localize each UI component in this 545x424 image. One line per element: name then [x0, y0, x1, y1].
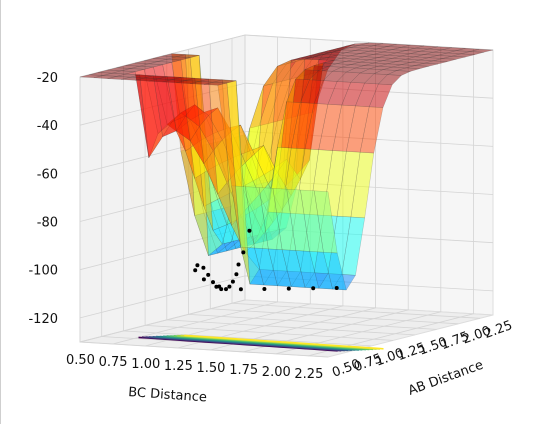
- x-tick-label: 2.25: [294, 367, 323, 382]
- surface-facet: [290, 102, 315, 150]
- energy-surface: [79, 42, 494, 291]
- z-tick-label: -60: [37, 167, 58, 182]
- surface-facet: [268, 248, 292, 287]
- trajectory-point: [211, 280, 215, 285]
- surface-facet: [89, 72, 113, 76]
- x-tick-label: 1.75: [229, 363, 258, 378]
- surface-facet: [470, 48, 494, 53]
- trajectory-point: [238, 287, 243, 292]
- trajectory-point: [247, 228, 252, 233]
- window-edge: [0, 0, 1, 424]
- surface-facet: [130, 65, 154, 70]
- gridline-y: [123, 65, 372, 347]
- trajectory-point: [193, 268, 198, 273]
- x-tick-label: 1.50: [197, 361, 226, 376]
- surface-facet: [116, 65, 140, 69]
- surface-facet: [336, 71, 361, 83]
- x-tick-label: 2.00: [262, 365, 291, 380]
- surface-facet: [346, 67, 370, 74]
- x-axis-label: BC Distance: [128, 385, 208, 405]
- trajectory-point: [286, 286, 291, 291]
- surface-facet: [125, 71, 149, 158]
- surface-facet: [442, 55, 466, 60]
- surface-facet: [313, 80, 338, 105]
- surface-facet: [318, 66, 342, 72]
- surface-facet: [162, 79, 186, 84]
- z-tick-label: -120: [28, 312, 58, 327]
- surface-facet: [341, 64, 365, 69]
- surface-facet: [281, 249, 306, 288]
- surface-facet: [401, 62, 425, 66]
- z-tick-label: -100: [28, 264, 58, 279]
- trajectory-point: [201, 277, 206, 282]
- trajectory-point: [195, 263, 200, 268]
- trajectory-point: [334, 286, 339, 290]
- surface-facet: [176, 80, 200, 84]
- trajectory-point: [311, 286, 316, 291]
- gridline-y: [166, 54, 415, 336]
- trajectory-point: [224, 287, 228, 292]
- y-tick-label: 2.25: [482, 318, 514, 342]
- gridline-y: [144, 60, 394, 341]
- surface-facet: [396, 67, 420, 72]
- trajectory-point: [227, 284, 232, 289]
- z-tick-label: -20: [37, 71, 58, 86]
- surface-facet: [258, 187, 283, 250]
- trajectory-point: [206, 272, 211, 277]
- gridline-y: [79, 77, 329, 358]
- x-tick-label: 1.00: [131, 357, 160, 372]
- trajectory-point: [230, 279, 235, 284]
- surface-facet: [203, 81, 227, 86]
- z-tick-label: -40: [37, 119, 58, 134]
- trajectory-point: [217, 284, 222, 289]
- surface-facet: [135, 77, 159, 82]
- x-tick-label: 0.50: [66, 353, 95, 368]
- surface-facet: [392, 64, 416, 69]
- trajectory-point: [262, 287, 267, 291]
- surface-facet: [322, 71, 347, 82]
- gridline-x: [243, 44, 409, 353]
- surface-facet: [387, 70, 411, 76]
- surface-facet: [148, 61, 172, 65]
- gridline-x: [308, 48, 474, 357]
- contour-line: [184, 334, 384, 350]
- x-tick-label: 1.25: [164, 359, 193, 374]
- trajectory-points: [193, 228, 339, 292]
- gridline-x: [79, 35, 246, 343]
- surface-facet: [121, 76, 145, 81]
- surface-facet: [313, 190, 338, 254]
- z-tick-label: -80: [37, 216, 58, 231]
- surface-facet: [415, 62, 439, 67]
- surface-facet: [79, 74, 103, 79]
- y-axis-label: AB Distance: [406, 358, 485, 399]
- trajectory-point: [234, 272, 239, 277]
- surface-facet: [217, 82, 241, 248]
- surface-facet: [364, 73, 389, 85]
- gridline-x: [275, 46, 442, 355]
- contour-projection: [138, 334, 384, 352]
- surface-facet: [93, 75, 117, 79]
- trajectory-point: [201, 265, 206, 270]
- trajectory-point: [241, 250, 246, 255]
- x-tick-label: 0.75: [99, 355, 128, 370]
- surface-facet: [309, 52, 333, 56]
- trajectory-point: [236, 262, 241, 267]
- surface-facet: [341, 55, 365, 60]
- surface-facet: [107, 67, 131, 72]
- surface-facet: [359, 106, 384, 154]
- surface-facet: [153, 75, 177, 137]
- surface-facet: [369, 48, 393, 53]
- surface-facet: [350, 61, 374, 66]
- surface-facet: [102, 72, 126, 77]
- surface-facet: [185, 77, 209, 82]
- surface-facet: [144, 75, 168, 80]
